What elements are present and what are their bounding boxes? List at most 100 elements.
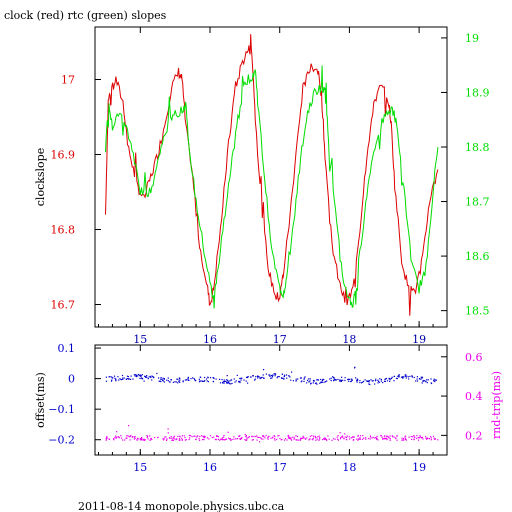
rnd-trip-point <box>149 435 151 437</box>
rnd-trip-point <box>411 438 413 440</box>
rnd-trip-point <box>386 438 388 441</box>
offset-point <box>185 379 187 381</box>
offset-point <box>411 376 413 378</box>
offset-point <box>426 379 428 381</box>
offset-point <box>205 378 208 380</box>
rnd-trip-point <box>223 434 225 437</box>
rnd-trip-point <box>289 437 291 439</box>
offset-point <box>385 377 388 380</box>
y2-tick-label: 19 <box>465 32 479 45</box>
rnd-trip-point <box>351 437 353 439</box>
offset-point <box>333 378 335 380</box>
rnd-trip-point <box>166 438 168 440</box>
rnd-trip-point <box>357 435 359 437</box>
offset-point <box>301 380 303 382</box>
rnd-trip-point <box>356 438 358 440</box>
rnd-trip-point <box>184 439 186 441</box>
rnd-trip-point <box>262 435 264 437</box>
rnd-trip-point <box>162 438 164 440</box>
x-tick-label: 18 <box>342 333 356 346</box>
rnd-trip-point <box>259 441 261 443</box>
offset-point <box>268 374 270 376</box>
y-tick-label: 16.9 <box>51 149 76 162</box>
rnd-trip-point <box>299 439 301 441</box>
rnd-trip-point <box>389 439 391 441</box>
rnd-trip-point <box>359 437 361 439</box>
offset-point <box>174 381 176 383</box>
offset-point <box>161 378 163 380</box>
offset-point <box>159 380 161 382</box>
rnd-trip-point <box>426 438 428 440</box>
rnd-trip-point <box>262 438 264 440</box>
offset-point <box>135 374 137 376</box>
rnd-trip-point <box>319 437 321 439</box>
offset-point <box>200 376 202 378</box>
offset-point <box>252 375 254 377</box>
offset-point <box>178 380 180 382</box>
rnd-trip-point <box>126 435 128 437</box>
offset-point <box>239 377 241 380</box>
offset-point <box>204 380 206 382</box>
offset-point <box>339 379 341 381</box>
offset-point <box>421 382 423 384</box>
rnd-trip-point <box>401 437 403 439</box>
offset-point <box>408 378 410 380</box>
offset-point <box>271 376 274 378</box>
rnd-trip-point <box>271 437 274 439</box>
offset-point <box>282 377 284 379</box>
rnd-trip-point <box>173 436 175 438</box>
rnd-trip-point <box>124 439 126 441</box>
offset-point <box>239 381 241 383</box>
offset-point <box>254 379 256 381</box>
rnd-trip-point <box>432 435 434 437</box>
offset-point <box>306 379 309 381</box>
rnd-trip-point <box>151 438 153 441</box>
offset-point <box>230 379 233 381</box>
offset-point <box>312 379 315 382</box>
offset-point <box>269 375 271 377</box>
offset-point <box>277 376 279 378</box>
offset-point <box>187 378 189 380</box>
rnd-trip-point <box>386 435 388 437</box>
rnd-trip-point <box>302 437 304 439</box>
rnd-trip-point <box>417 439 420 441</box>
offset-point <box>179 381 181 383</box>
offset-point <box>339 380 341 382</box>
rnd-trip-point <box>321 439 324 441</box>
offset-point <box>108 376 110 378</box>
offset-point <box>297 378 299 380</box>
offset-point <box>128 378 130 380</box>
offset-point <box>422 380 424 383</box>
offset-point <box>212 377 214 379</box>
rnd-trip-point <box>167 432 169 434</box>
offset-point <box>347 378 349 381</box>
rnd-trip-point <box>337 435 339 437</box>
offset-point <box>427 379 429 381</box>
offset-point <box>431 382 433 385</box>
offset-point <box>245 380 247 382</box>
rnd-trip-point <box>301 437 303 440</box>
rnd-trip-point <box>365 438 367 440</box>
rnd-trip-point <box>203 436 205 438</box>
rnd-trip-point <box>143 438 145 440</box>
offset-point <box>322 378 324 380</box>
offset-panel-ticks: 15 16 17 18 19 −0.2 −0.1 0 0.1 0.2 0.4 0.6 <box>48 342 482 474</box>
offset-point <box>393 380 395 382</box>
offset-point <box>177 382 179 384</box>
offset-point <box>314 382 317 384</box>
offset-point <box>258 376 260 378</box>
rnd-trip-point <box>287 434 289 436</box>
rnd-trip-point <box>302 435 304 437</box>
offset-point <box>272 374 274 376</box>
offset-point <box>226 375 228 377</box>
offset-point <box>223 379 225 381</box>
rnd-trip-point <box>202 435 204 438</box>
rnd-trip-point <box>128 436 130 438</box>
rnd-trip-point <box>163 439 165 441</box>
offset-point <box>300 381 302 383</box>
offset-point <box>340 379 342 381</box>
rnd-trip-point <box>413 438 415 440</box>
rnd-trip-point <box>114 436 116 438</box>
offset-point <box>320 378 322 381</box>
rnd-trip-point <box>173 435 176 437</box>
